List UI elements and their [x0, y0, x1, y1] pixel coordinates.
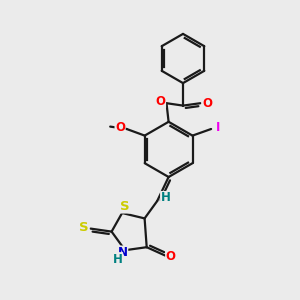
Text: I: I — [215, 121, 220, 134]
Text: O: O — [115, 121, 125, 134]
Text: S: S — [79, 221, 89, 234]
Text: S: S — [120, 200, 130, 213]
Text: N: N — [118, 246, 128, 259]
Text: O: O — [166, 250, 176, 263]
Text: H: H — [161, 191, 170, 205]
Text: O: O — [202, 97, 212, 110]
Text: H: H — [113, 253, 122, 266]
Text: O: O — [155, 95, 166, 108]
